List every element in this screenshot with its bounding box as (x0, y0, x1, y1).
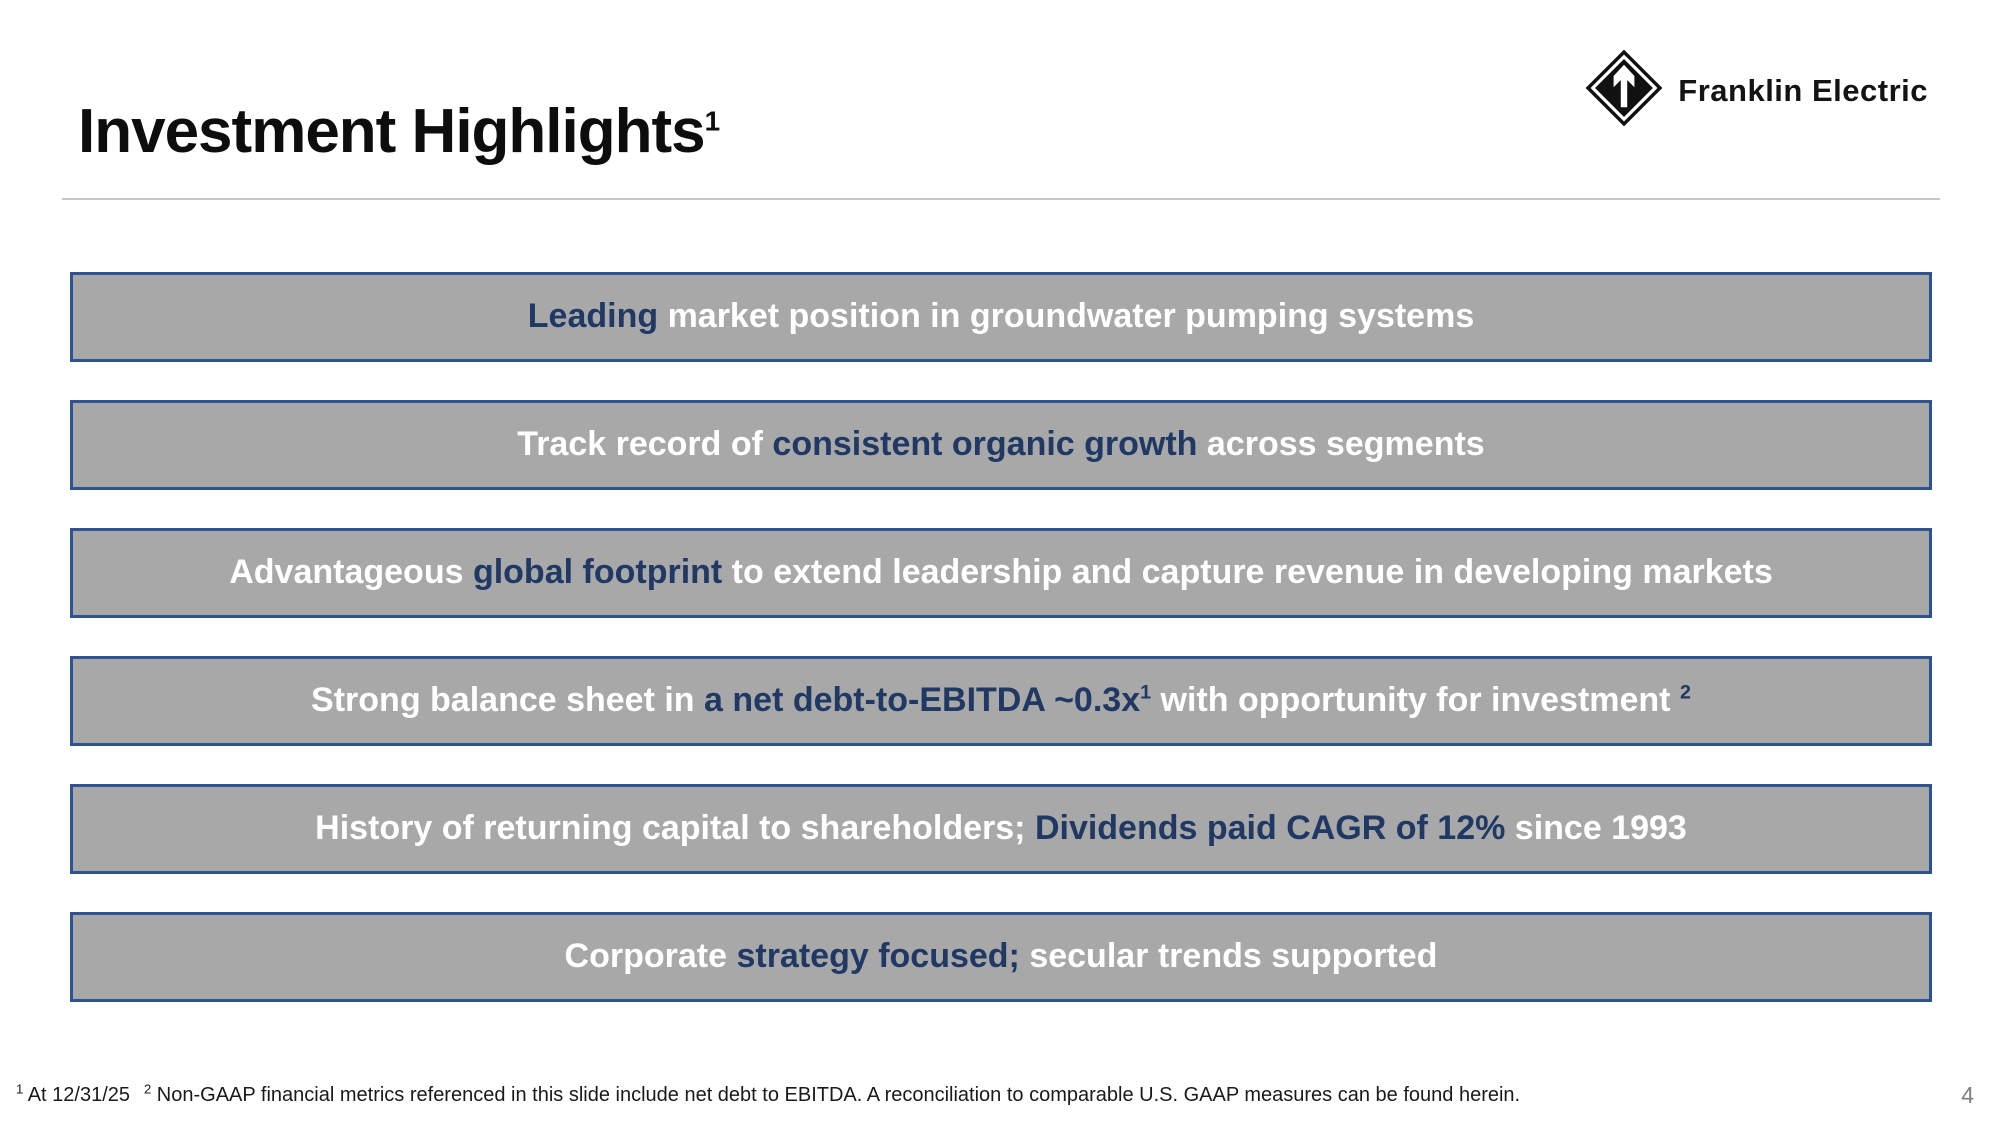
logo-wordmark: Franklin Electric (1678, 72, 1928, 108)
bar-text-superscript: 2 (1679, 682, 1691, 705)
page-title-text: Investment Highlights (78, 97, 706, 166)
footnote-marker: 1 (16, 1081, 24, 1097)
footnote-marker: 2 (144, 1081, 152, 1097)
bar-text-segment: global footprint (472, 553, 732, 592)
highlight-bar-text: Corporate strategy focused; secular tren… (565, 937, 1438, 976)
highlight-bar: Leading market position in groundwater p… (70, 272, 1932, 362)
bar-text-segment: Leading (527, 297, 668, 336)
bar-text-segment: with opportunity for investment (1151, 681, 1680, 720)
bar-text-superscript: 1 (1140, 682, 1152, 705)
highlight-bar: History of returning capital to sharehol… (70, 784, 1932, 874)
bar-text-segment: Advantageous (229, 553, 473, 592)
bar-text-segment: consistent organic growth (772, 425, 1207, 464)
highlight-bar: Track record of consistent organic growt… (70, 400, 1932, 490)
bar-text-segment: secular trends supported (1029, 937, 1438, 976)
bar-text-segment: market position in groundwater pumping s… (667, 297, 1475, 336)
highlight-bar-text: Leading market position in groundwater p… (528, 297, 1474, 336)
franklin-electric-logo: Franklin Electric (1584, 48, 1928, 133)
page-number: 4 (1961, 1082, 1974, 1108)
footnote-item: 2 Non-GAAP financial metrics referenced … (144, 1081, 1521, 1106)
bar-text-segment: Strong balance sheet in (311, 681, 705, 720)
footnote-item: 1 At 12/31/25 (16, 1081, 130, 1106)
highlight-bar-text: History of returning capital to sharehol… (315, 809, 1687, 848)
franklin-electric-logo-icon (1584, 48, 1664, 133)
highlight-bar: Advantageous global footprint to extend … (70, 528, 1932, 618)
bar-text-segment: a net debt-to-EBITDA ~0.3x (704, 681, 1141, 720)
bar-text-segment: History of returning capital to sharehol… (315, 809, 1035, 848)
footnote-text: Non-GAAP financial metrics referenced in… (151, 1084, 1521, 1106)
title-divider (62, 198, 1940, 200)
highlight-bars-list: Leading market position in groundwater p… (70, 272, 1932, 1002)
highlight-bar-text: Strong balance sheet in a net debt-to-EB… (311, 681, 1691, 720)
bar-text-segment: Dividends paid CAGR of 12% (1034, 809, 1515, 848)
bar-text-segment: across segments (1206, 425, 1485, 464)
bar-text-segment: to extend leadership and capture revenue… (731, 553, 1773, 592)
bar-text-segment: Track record of (517, 425, 773, 464)
highlight-bar: Corporate strategy focused; secular tren… (70, 912, 1932, 1002)
footnote: 1 At 12/31/25 2 Non-GAAP financial metric… (16, 1081, 1521, 1107)
bar-text-segment: since 1993 (1514, 809, 1687, 848)
bar-text-segment: Corporate (564, 937, 737, 976)
footnote-text: At 12/31/25 (23, 1084, 130, 1106)
highlight-bar-text: Track record of consistent organic growt… (517, 425, 1484, 464)
highlight-bar: Strong balance sheet in a net debt-to-EB… (70, 656, 1932, 746)
highlight-bar-text: Advantageous global footprint to extend … (229, 553, 1773, 592)
bar-text-segment: strategy focused; (736, 937, 1030, 976)
page-title: Investment Highlights1 (78, 96, 720, 167)
page-title-superscript: 1 (704, 105, 720, 137)
